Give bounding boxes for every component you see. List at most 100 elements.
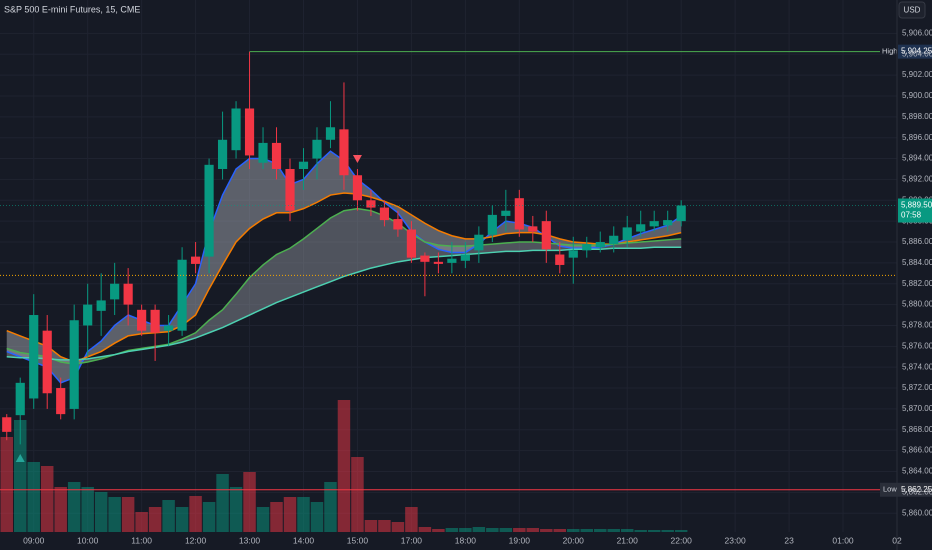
candle-body (164, 325, 174, 331)
candle-body (258, 142, 268, 163)
volume-bar (472, 527, 486, 532)
candle-body (474, 234, 484, 251)
volume-bar (256, 507, 270, 532)
candle-body (339, 129, 349, 176)
volume-bar (499, 528, 513, 532)
candle-body (528, 226, 538, 232)
grid (0, 0, 898, 532)
volume-bar (108, 497, 121, 532)
x-tick-label: 12:00 (185, 535, 207, 545)
candle-body (96, 300, 106, 311)
volume-bar (40, 466, 54, 532)
candle-body (433, 261, 443, 264)
y-tick-label: 5,892.00 (902, 175, 932, 184)
candles (2, 51, 686, 445)
volume-bar (580, 529, 594, 532)
y-tick-label: 5,902.00 (902, 70, 932, 79)
candle-body (204, 164, 214, 257)
x-tick-label: 22:00 (671, 535, 693, 545)
y-tick-label: 5,906.00 (902, 28, 932, 37)
candle-body (191, 256, 201, 264)
volume-bar (553, 529, 567, 532)
x-tick-label: 11:00 (131, 535, 152, 545)
volume-pane (0, 400, 688, 532)
volume-bar (364, 520, 378, 532)
volume-bar (351, 457, 364, 532)
high-label-box (898, 44, 932, 59)
volume-bar (391, 522, 405, 532)
candle-body (285, 168, 295, 211)
volume-bar (432, 529, 445, 532)
candle-body (393, 219, 403, 230)
volume-bar (661, 530, 674, 532)
x-tick-label: 20:00 (563, 535, 585, 545)
y-tick-label: 5,864.00 (902, 467, 932, 476)
volume-bar (189, 496, 202, 532)
y-tick-label: 5,886.00 (902, 237, 932, 246)
volume-bar (594, 529, 607, 532)
volume-bar (162, 500, 175, 532)
overlays: High 5,904.25 Low 5,862.25 (0, 44, 932, 497)
volume-bar (175, 507, 189, 532)
x-tick-label: 14:00 (293, 535, 315, 545)
x-tick-label: 13:00 (239, 535, 261, 545)
y-tick-label: 5,878.00 (902, 321, 932, 330)
candle-body (609, 235, 619, 245)
currency-button[interactable] (898, 1, 926, 19)
candle-body (29, 315, 39, 399)
price-axis: 5,860.00 5,862.00 5,864.00 5,866.00 5,868.00… (23, 28, 932, 545)
candle-body (312, 139, 322, 159)
volume-bar (283, 497, 297, 532)
candle-body (676, 205, 686, 222)
candle-body (649, 221, 659, 227)
candle-body (420, 255, 430, 262)
x-tick-label: 09:00 (23, 535, 45, 545)
x-tick-label: 02 (892, 535, 902, 545)
x-tick-label: 10:00 (77, 535, 99, 545)
y-tick-label: 5,860.00 (902, 508, 932, 517)
chart-title: S&P 500 E-mini Futures, 15, CME (4, 4, 140, 14)
x-tick-label: 18:00 (455, 535, 477, 545)
currency[interactable]: USD (904, 6, 921, 15)
x-tick-label: 19:00 (509, 535, 531, 545)
volume-bar (121, 497, 135, 532)
candle-body (636, 224, 646, 232)
volume-bar (607, 529, 620, 532)
candle-body (137, 309, 147, 331)
y-tick-label: 5,884.00 (902, 258, 932, 267)
volume-bar (229, 487, 243, 532)
signal-marker (15, 454, 25, 462)
volume-bar (445, 528, 459, 532)
candle-body (352, 175, 363, 201)
candle-body (42, 330, 52, 394)
ribbon-fill (6, 151, 682, 383)
candle-body (663, 220, 673, 226)
x-tick-label: 23:00 (724, 535, 746, 545)
candle-body (555, 254, 565, 265)
volume-bar (135, 512, 148, 532)
volume-bar (67, 482, 81, 532)
candle-body (487, 214, 497, 235)
candle-body (231, 108, 241, 151)
ribbon-fill (6, 208, 682, 365)
y-tick-label: 5,874.00 (902, 362, 932, 371)
x-tick-label: 15:00 (347, 535, 369, 545)
volume-bar (418, 527, 432, 532)
candle-body (69, 320, 79, 409)
signal-marker (352, 154, 362, 163)
high-text: High (882, 47, 897, 56)
volume-bar (94, 492, 108, 532)
volume-bar (674, 530, 688, 532)
candle-body (460, 254, 470, 261)
volume-bar (148, 507, 162, 532)
candle-body (541, 221, 551, 250)
candle-body (217, 139, 228, 169)
y-tick-label: 5,904.00 (902, 49, 932, 58)
volume-bar (13, 420, 27, 532)
volume-bar (324, 482, 337, 532)
volume-bar (27, 462, 40, 532)
volume-bar (297, 497, 310, 532)
candle-body (177, 259, 187, 331)
x-tick-label: 01:00 (832, 535, 854, 545)
